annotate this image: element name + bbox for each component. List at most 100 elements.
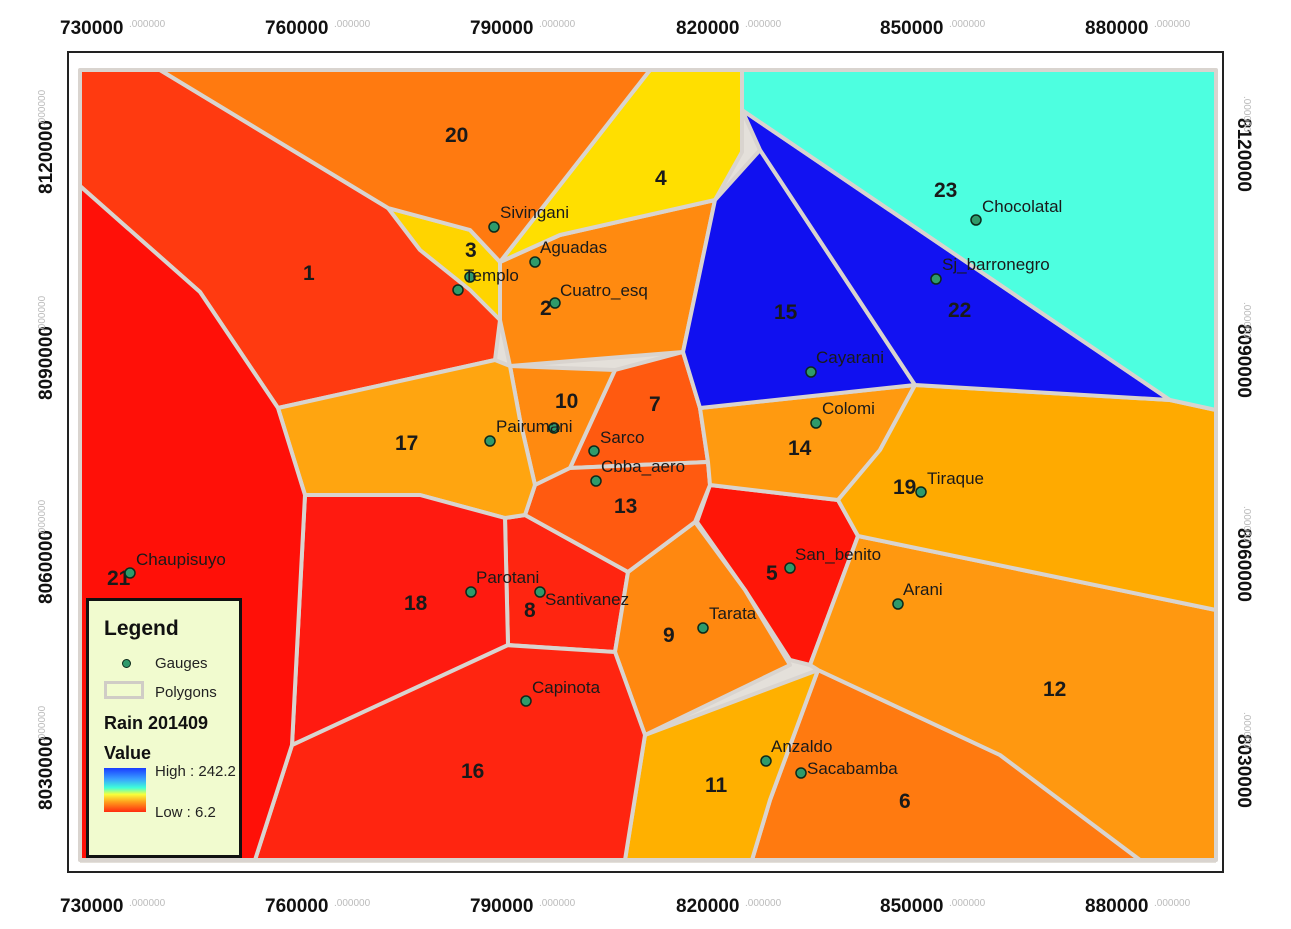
gauge-point[interactable]: [795, 767, 807, 779]
legend-polygons-label: Polygons: [155, 684, 217, 701]
gauge-point[interactable]: [810, 417, 822, 429]
gauge-point[interactable]: [784, 562, 796, 574]
polygon-12[interactable]: [808, 534, 1218, 862]
gauge-label: Sivingani: [500, 203, 569, 222]
y-tick-suffix: .000000: [37, 89, 48, 126]
y-tick-label: 8060000: [36, 530, 57, 604]
gauge-point[interactable]: [484, 435, 496, 447]
x-tick-suffix: .000000: [745, 898, 782, 909]
polygon-label: 12: [1043, 678, 1066, 701]
polygon-20[interactable]: [158, 68, 652, 264]
x-tick-suffix: .000000: [539, 898, 576, 909]
polygon-label: 17: [395, 432, 418, 455]
x-axis-bottom: 730000 .000000 760000 .000000 790000 .00…: [60, 896, 1191, 917]
x-tick-label: 790000: [470, 896, 533, 917]
x-tick-label: 760000: [265, 896, 328, 917]
x-tick-label: 820000: [676, 896, 739, 917]
polygon-symbol-icon: [104, 681, 144, 699]
x-tick-label: 730000: [60, 896, 123, 917]
polygon-label: 20: [445, 124, 468, 147]
gauge-label: Parotani: [476, 568, 539, 587]
polygon-label: 13: [614, 495, 637, 518]
gauge-symbol-icon: [122, 659, 131, 668]
y-tick-suffix: .000000: [1241, 712, 1252, 749]
gauge-point[interactable]: [915, 486, 927, 498]
gauge-point[interactable]: [697, 622, 709, 634]
x-tick-suffix: .000000: [539, 19, 576, 30]
gauge-point[interactable]: [549, 297, 561, 309]
gauge-point[interactable]: [805, 366, 817, 378]
polygon-label: 6: [899, 790, 911, 813]
gauge-label: Sacabamba: [807, 759, 898, 778]
polygon-13[interactable]: [523, 460, 712, 574]
legend-high-label: High : 242.2: [155, 763, 236, 780]
gauge-point[interactable]: [760, 755, 772, 767]
gauge-label: Templo: [464, 266, 519, 285]
gauge-point[interactable]: [930, 273, 942, 285]
gauge-point[interactable]: [452, 284, 464, 296]
y-tick-suffix: .000000: [37, 499, 48, 536]
gauge-point[interactable]: [124, 567, 136, 579]
gauge-label: Sarco: [600, 428, 644, 447]
y-axis-right: 8120000 .000000 8090000 .000000 8060000 …: [1233, 96, 1254, 808]
polygon-label: 16: [461, 760, 484, 783]
gauge-point[interactable]: [548, 422, 560, 434]
legend: Legend Gauges Polygons Rain 201409 Value…: [86, 598, 242, 858]
gauge-point[interactable]: [892, 598, 904, 610]
y-tick-label: 8120000: [36, 120, 57, 194]
polygon-labels: 1 2 3 4 5 6 7 8 9 10 11 12 13 14 15 16 1…: [107, 124, 1066, 813]
voronoi-polygons: [78, 68, 1218, 862]
x-tick-label: 760000: [265, 18, 328, 39]
gauge-label: Cbba_aero: [601, 457, 685, 476]
legend-low-label: Low : 6.2: [155, 804, 216, 821]
polygon-23[interactable]: [740, 68, 1218, 412]
polygon-label: 18: [404, 592, 428, 615]
y-tick-label: 8120000: [1233, 118, 1254, 192]
gauge-label: Cayarani: [816, 348, 884, 367]
gauge-point[interactable]: [529, 256, 541, 268]
gauge-label: Sj_barronegro: [942, 255, 1050, 274]
gauge-label: Capinota: [532, 678, 601, 697]
polygon-label: 22: [948, 299, 971, 322]
x-tick-suffix: .000000: [745, 19, 782, 30]
y-tick-label: 8030000: [1233, 734, 1254, 808]
gauge-point[interactable]: [488, 221, 500, 233]
polygon-label: 15: [774, 301, 798, 324]
gauge-point[interactable]: [970, 214, 982, 226]
x-tick-label: 880000: [1085, 18, 1148, 39]
gauge-label: Anzaldo: [771, 737, 832, 756]
x-tick-suffix: .000000: [949, 19, 986, 30]
x-axis-top: 730000 .000000 760000 .000000 790000 .00…: [60, 18, 1191, 39]
polygon-label: 14: [788, 437, 812, 460]
y-tick-suffix: .000000: [37, 295, 48, 332]
x-tick-label: 790000: [470, 18, 533, 39]
x-tick-label: 850000: [880, 18, 943, 39]
polygon-label: 7: [649, 393, 661, 416]
gauge-point[interactable]: [534, 586, 546, 598]
polygon-label: 5: [766, 562, 778, 585]
polygon-label: 4: [655, 167, 667, 190]
gauge-label: Tiraque: [927, 469, 984, 488]
gauge-points: [124, 214, 982, 779]
y-tick-label: 8090000: [36, 326, 57, 400]
gauge-point[interactable]: [465, 586, 477, 598]
x-tick-suffix: .000000: [334, 898, 371, 909]
gauge-point[interactable]: [464, 271, 476, 283]
gauge-label: Santivanez: [545, 590, 629, 609]
gauge-point[interactable]: [520, 695, 532, 707]
x-tick-suffix: .000000: [949, 898, 986, 909]
y-tick-label: 8030000: [36, 736, 57, 810]
gauge-label: Arani: [903, 580, 943, 599]
x-tick-suffix: .000000: [129, 898, 166, 909]
gauge-label: San_benito: [795, 545, 881, 564]
x-tick-suffix: .000000: [1154, 19, 1191, 30]
gauge-point[interactable]: [588, 445, 600, 457]
y-tick-label: 8090000: [1233, 324, 1254, 398]
gauge-labels: Sivingani Aguadas Templo Cuatro_esq Choc…: [136, 197, 1062, 778]
polygon-label: 19: [893, 476, 916, 499]
gauge-point[interactable]: [590, 475, 602, 487]
polygon-label: 8: [524, 599, 536, 622]
legend-title: Legend: [104, 617, 179, 640]
legend-value-label: Value: [104, 743, 152, 763]
